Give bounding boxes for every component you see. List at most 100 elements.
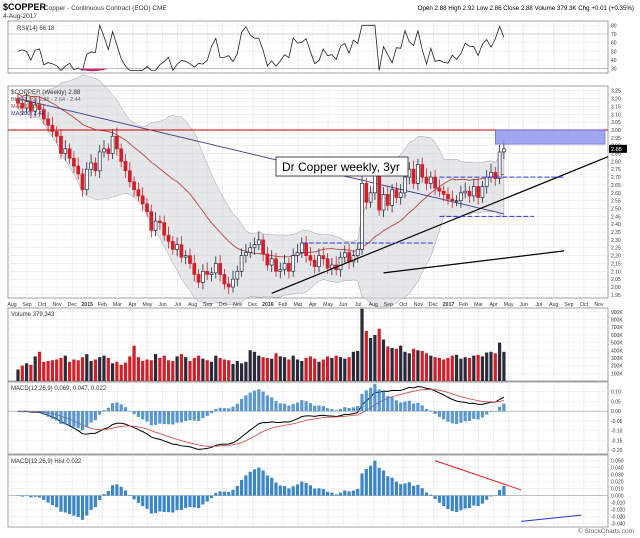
candle-body: [385, 194, 390, 206]
hist-bar: [283, 486, 287, 496]
volume-bar: [76, 360, 80, 381]
macd-histogram-bar: [252, 390, 257, 412]
hist-bar: [55, 495, 59, 508]
hist-bar: [235, 486, 239, 496]
price-tick-label: 2.30: [611, 238, 621, 244]
hist-bar: [321, 488, 325, 496]
hist-tick-label: -0.010: [611, 501, 625, 507]
volume-bar: [106, 357, 110, 381]
price-tick-label: 2.65: [611, 183, 621, 189]
x-tick-label: Jun: [520, 302, 528, 308]
hist-tick-label: 0.000: [611, 494, 624, 500]
volume-bar: [16, 369, 20, 381]
macd-histogram-bar: [480, 411, 484, 418]
macd-panel: [7, 381, 609, 455]
macd-histogram-bar: [111, 403, 115, 412]
volume-bar: [459, 358, 463, 381]
x-tick-label: Feb: [459, 302, 468, 308]
volume-tick-label: 100K: [611, 371, 623, 377]
hist-bar: [300, 481, 304, 496]
hist-bar: [184, 495, 188, 508]
x-tick-label: Nov: [53, 302, 63, 308]
candle-body: [342, 252, 347, 258]
volume-bar: [235, 361, 239, 381]
macd-histogram-bar: [209, 411, 214, 414]
macd-histogram-bar: [351, 407, 355, 412]
rsi-tick-label: 40: [611, 58, 617, 64]
candle-body: [46, 118, 50, 126]
macd-histogram-bar: [154, 411, 158, 425]
volume-bar: [403, 351, 407, 381]
volume-bar: [102, 355, 106, 381]
hist-bar: [291, 486, 295, 496]
macd-histogram-bar: [158, 411, 162, 424]
hist-bar: [154, 495, 158, 513]
volume-bar: [485, 352, 489, 381]
candle-body: [360, 183, 364, 250]
hist-bar: [274, 482, 278, 496]
volume-bar: [442, 359, 446, 381]
divergence-blue-line: [521, 514, 582, 522]
hist-bar: [209, 495, 214, 499]
candle-body: [325, 258, 330, 269]
candle-body: [454, 200, 459, 202]
hist-bar: [377, 467, 381, 496]
x-tick-label: Mar: [113, 302, 122, 308]
chart-description: Copper - Continuous Contract (EOD) CME: [44, 5, 167, 12]
volume-bar: [188, 361, 192, 381]
macd-histogram-bar: [463, 411, 467, 422]
macd-histogram-bar: [403, 401, 407, 412]
macd-histogram-bar: [369, 387, 373, 412]
x-tick-label: Apr: [128, 302, 136, 308]
volume-bar: [201, 358, 205, 381]
candle-body: [364, 183, 369, 203]
macd-histogram-bar: [222, 408, 226, 412]
price-tick-label: 1.95: [611, 293, 621, 299]
x-tick-label: 2017: [443, 302, 455, 308]
candle-body: [153, 220, 158, 231]
volume-bar: [171, 361, 175, 381]
price-tick-label: 2.10: [611, 269, 621, 275]
rsi-panel: [7, 20, 609, 74]
hist-bar: [455, 495, 459, 512]
macd-histogram-bar: [321, 406, 325, 412]
macd-histogram-bar: [188, 411, 192, 421]
hist-bar: [313, 488, 317, 496]
volume-bar: [231, 364, 235, 381]
candle-body: [59, 135, 63, 154]
hist-bar: [360, 473, 364, 496]
hist-bar: [68, 495, 72, 515]
candle-body: [106, 148, 111, 154]
hist-bar: [205, 495, 209, 502]
candle-body: [295, 252, 300, 256]
macd-histogram-bar: [119, 404, 123, 412]
price-tick-label: 2.85: [611, 152, 621, 158]
macd-histogram-bar: [162, 411, 166, 425]
volume-bar: [244, 361, 248, 381]
hist-bar: [467, 495, 472, 509]
hist-bar: [394, 481, 398, 496]
candle-body: [119, 148, 124, 162]
volume-bar: [145, 359, 149, 381]
volume-bar: [222, 359, 226, 381]
chart-quote: Open 2.88 High 2.92 Low 2.86 Close 2.88 …: [418, 5, 634, 12]
rsi-tick-label: 80: [611, 23, 617, 29]
candle-body: [80, 173, 85, 190]
hist-bar: [166, 495, 171, 513]
hist-bar: [93, 495, 97, 508]
candle-body: [248, 247, 253, 253]
candle-body: [205, 270, 210, 275]
candle-body: [97, 151, 102, 172]
x-tick-label: Aug: [549, 302, 558, 308]
hist-bar: [446, 495, 450, 510]
candle-body: [493, 172, 498, 180]
x-tick-label: Oct: [219, 302, 228, 308]
candle-body: [127, 170, 132, 183]
candle-body: [278, 269, 283, 272]
macd-histogram-bar: [274, 401, 278, 412]
candle-body: [140, 195, 145, 205]
volume-bar: [343, 358, 347, 381]
hist-bar: [218, 491, 222, 496]
hist-bar: [326, 491, 330, 496]
hist-tick-label: -0.020: [611, 508, 625, 514]
